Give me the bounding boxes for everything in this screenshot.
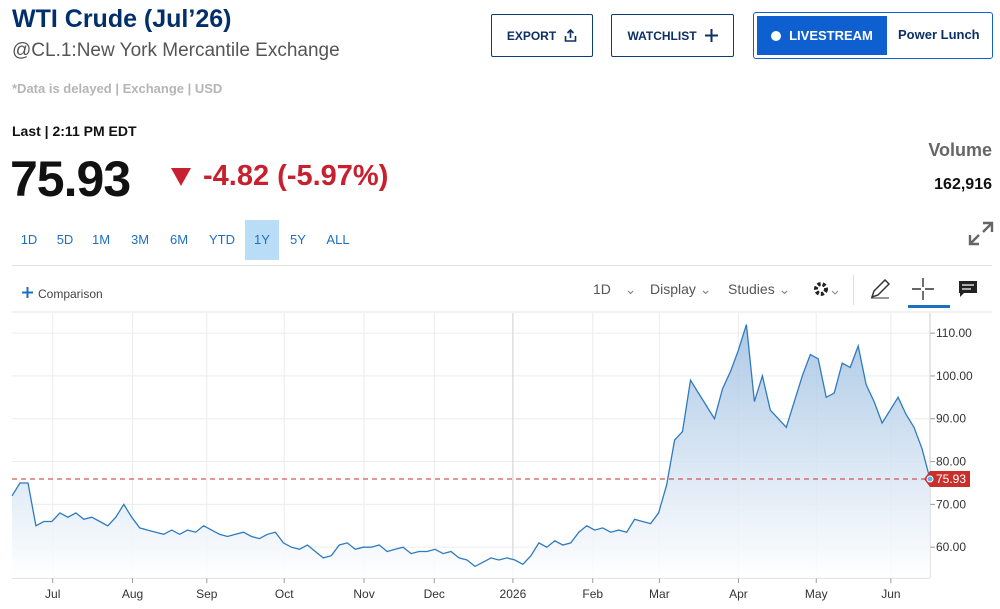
- range-button[interactable]: 1D: [20, 232, 38, 247]
- x-tick-label: Dec: [424, 587, 445, 601]
- export-icon: [564, 29, 577, 42]
- x-tick-label: Oct: [275, 587, 294, 601]
- x-tick-label: Nov: [353, 587, 374, 601]
- range-button[interactable]: 6M: [169, 232, 189, 247]
- draw-icon[interactable]: [870, 279, 890, 299]
- plus-icon: [704, 29, 718, 42]
- livestream-button[interactable]: LIVESTREAM: [757, 16, 887, 55]
- price-change: -4.82 (-5.97%): [203, 160, 389, 192]
- comparison[interactable]: Comparison: [38, 287, 103, 301]
- range-button[interactable]: 3M: [130, 232, 150, 247]
- x-tick-label: Feb: [582, 587, 603, 601]
- display-menu[interactable]: Display ⌄: [650, 281, 712, 297]
- show-name[interactable]: Power Lunch: [898, 27, 980, 42]
- area-fill: [12, 324, 930, 578]
- title: WTI Crude (Jul’26): [12, 5, 232, 33]
- x-tick-label: Apr: [729, 587, 748, 601]
- interval[interactable]: 1D ⌄: [593, 281, 637, 297]
- y-tick-label: 70.00: [936, 497, 966, 511]
- active-tool-underline: [908, 305, 950, 308]
- y-tick-label: 80.00: [936, 455, 966, 469]
- y-tick-label: 100.00: [936, 369, 973, 383]
- range-button[interactable]: ALL: [326, 232, 350, 247]
- y-tick-label: 60.00: [936, 540, 966, 554]
- y-tick-label: 90.00: [936, 412, 966, 426]
- interval-label: 1D: [593, 281, 611, 297]
- down-arrow: [171, 168, 191, 186]
- last-price-label: 75.93: [936, 472, 966, 486]
- volume: 162,916: [934, 176, 992, 193]
- toolbar-divider: [853, 275, 854, 305]
- range-button[interactable]: 5D: [56, 232, 74, 247]
- x-tick-label: Sep: [196, 587, 218, 601]
- expand-icon[interactable]: [968, 221, 994, 246]
- studies-label: Studies: [728, 281, 775, 297]
- symbol: @CL.1:New York Mercantile Exchange: [12, 40, 340, 61]
- price: 75.93: [10, 151, 131, 207]
- price-line: [11, 324, 931, 568]
- livestream-label: LIVESTREAM: [789, 28, 873, 43]
- last-price-dot: [926, 475, 934, 483]
- comparison-plus: [22, 287, 33, 298]
- last-price-tag: [924, 470, 970, 487]
- range-button[interactable]: YTD: [209, 232, 235, 247]
- x-tick-label: Jul: [45, 587, 60, 601]
- livestream-box[interactable]: LIVESTREAM Power Lunch: [753, 12, 993, 59]
- export-button[interactable]: EXPORT: [491, 14, 593, 57]
- volume-label: Volume: [928, 140, 992, 160]
- y-tick-label: 110.00: [936, 326, 972, 340]
- x-tick-label: Jun: [881, 587, 900, 601]
- x-tick-label: May: [805, 587, 828, 601]
- settings-icon[interactable]: [812, 280, 842, 300]
- x-tick-label: Mar: [649, 587, 670, 601]
- separator: [12, 265, 992, 266]
- watchlist-label: WATCHLIST: [627, 28, 697, 43]
- studies-menu[interactable]: Studies ⌄: [728, 281, 791, 297]
- crosshair-icon[interactable]: [912, 278, 934, 300]
- range-button[interactable]: 1M: [91, 232, 111, 247]
- export-label: EXPORT: [506, 28, 557, 43]
- chart: 60.00 70.00 80.00 90.00 100.00 110.00 Jul Aug Se…: [11, 311, 992, 601]
- live-dot: [771, 30, 782, 41]
- x-tick-label: 2026: [500, 587, 527, 601]
- last-label: Last | 2:11 PM EDT: [12, 123, 137, 139]
- x-tick-label: Aug: [122, 587, 143, 601]
- range-button[interactable]: 5Y: [290, 232, 306, 247]
- delay-note: *Data is delayed | Exchange | USD: [12, 81, 223, 96]
- comment-icon[interactable]: [958, 280, 978, 298]
- range-button[interactable]: 1Y: [245, 220, 279, 260]
- display-label: Display: [650, 281, 696, 297]
- watchlist-button[interactable]: WATCHLIST: [611, 14, 734, 57]
